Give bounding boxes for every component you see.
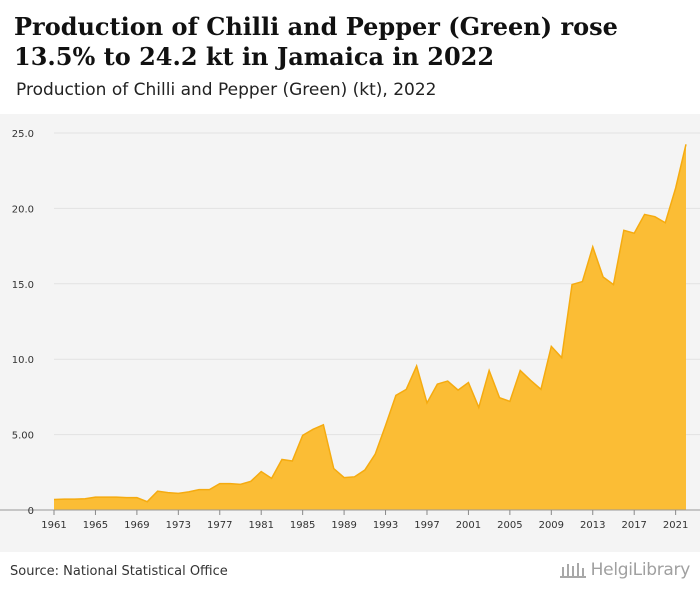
x-tick-label: 2005 — [497, 520, 522, 531]
chart-subtitle: Production of Chilli and Pepper (Green) … — [16, 80, 437, 100]
x-tick-label: 1989 — [331, 520, 356, 531]
x-tick-label: 2009 — [539, 520, 564, 531]
x-tick-label: 1997 — [414, 520, 439, 531]
x-tick-label: 1993 — [373, 520, 398, 531]
x-tick-label: 1977 — [207, 520, 232, 531]
x-tick-label: 2001 — [456, 520, 481, 531]
brand-name: HelgiLibrary — [590, 560, 691, 580]
x-tick-label: 1973 — [166, 520, 191, 531]
y-tick-label: 0 — [28, 506, 34, 517]
brand-logo-link[interactable]: HelgiLibrary — [559, 560, 690, 580]
y-tick-label: 25.0 — [12, 129, 34, 140]
x-tick-label: 1965 — [83, 520, 108, 531]
y-axis-ticks: 0 5.00 10.0 15.0 20.0 25.0 — [12, 129, 34, 517]
x-tick-label: 1981 — [248, 520, 273, 531]
series-area — [54, 144, 686, 510]
x-tick-label: 1961 — [41, 520, 66, 531]
chart-title: Production of Chilli and Pepper (Green) … — [14, 12, 618, 71]
y-tick-label: 20.0 — [12, 204, 34, 215]
y-tick-label: 15.0 — [12, 280, 34, 291]
x-tick-label: 1985 — [290, 520, 315, 531]
y-tick-label: 10.0 — [12, 355, 34, 366]
source-note: Source: National Statistical Office — [10, 564, 228, 579]
x-tick-label: 2021 — [663, 520, 688, 531]
x-tick-label: 2013 — [580, 520, 605, 531]
x-tick-label: 2017 — [621, 520, 646, 531]
y-tick-label: 5.00 — [12, 431, 34, 442]
series-line — [53, 144, 687, 503]
x-axis-ticks: 1961 1965 1969 1973 1977 1981 1985 1989 1993 1997… — [41, 510, 688, 531]
x-tick-label: 1969 — [124, 520, 149, 531]
library-building-icon — [559, 563, 586, 578]
